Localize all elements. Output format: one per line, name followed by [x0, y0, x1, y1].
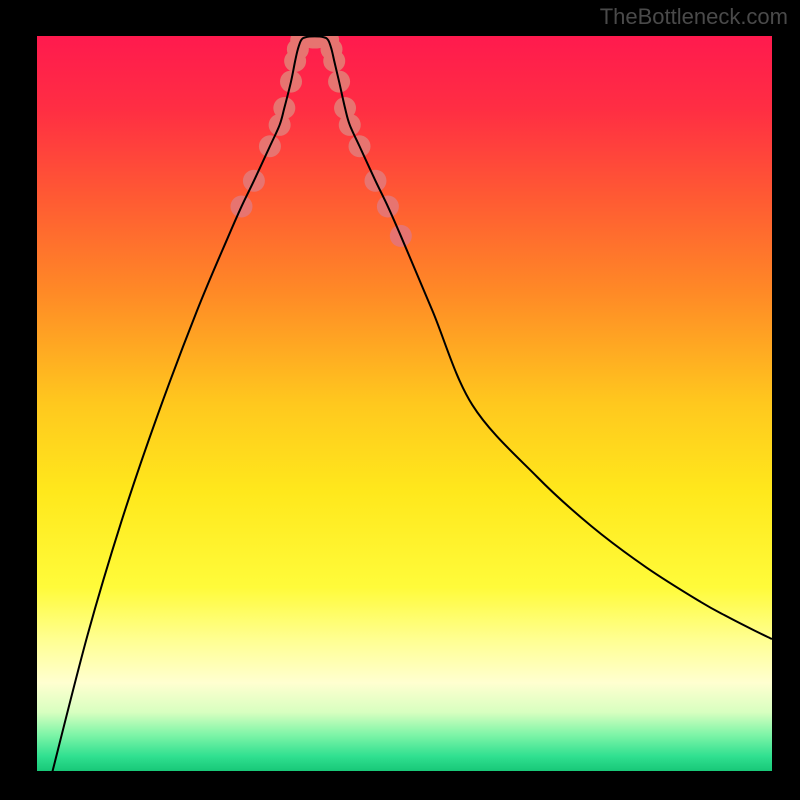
bottleneck-chart	[0, 0, 800, 800]
chart-stage: TheBottleneck.com	[0, 0, 800, 800]
watermark-text: TheBottleneck.com	[600, 4, 788, 30]
plot-background	[37, 36, 772, 771]
